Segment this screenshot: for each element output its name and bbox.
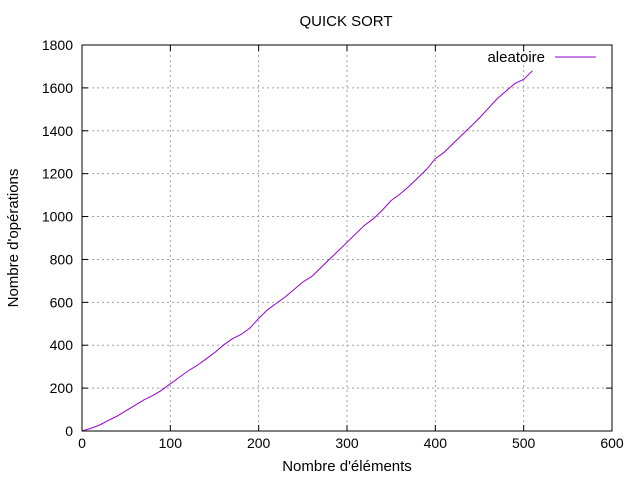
y-tick-label: 1000 [42, 209, 73, 225]
y-tick-label: 1400 [42, 123, 73, 139]
y-tick-label: 800 [50, 251, 74, 267]
y-tick-label: 1800 [42, 37, 73, 53]
legend-label-aleatoire: aleatoire [487, 49, 545, 66]
legend: aleatoire [487, 49, 596, 66]
x-tick-label: 200 [247, 435, 271, 451]
ticks: 0 100 200 300 400 500 600 0 200 400 600 800 1000 1200… [42, 37, 624, 451]
y-tick-label: 1200 [42, 166, 73, 182]
x-axis-label: Nombre d'éléments [282, 458, 412, 475]
y-tick-label: 400 [50, 337, 74, 353]
x-tick-label: 300 [335, 435, 359, 451]
x-tick-label: 500 [512, 435, 536, 451]
series-layer [81, 70, 533, 432]
x-tick-label: 0 [78, 435, 86, 451]
chart-title: QUICK SORT [299, 13, 392, 30]
x-tick-label: 400 [424, 435, 448, 451]
x-tick-label: 600 [600, 435, 624, 451]
y-tick-label: 200 [50, 380, 74, 396]
grid [82, 45, 612, 431]
y-tick-label: 600 [50, 294, 74, 310]
series-line-aleatoire [81, 70, 533, 432]
plot-frame [81, 44, 613, 432]
y-tick-label: 1600 [42, 80, 73, 96]
x-tick-label: 100 [159, 435, 183, 451]
y-axis-label: Nombre d'opérations [5, 169, 22, 308]
y-tick-label: 0 [65, 423, 73, 439]
